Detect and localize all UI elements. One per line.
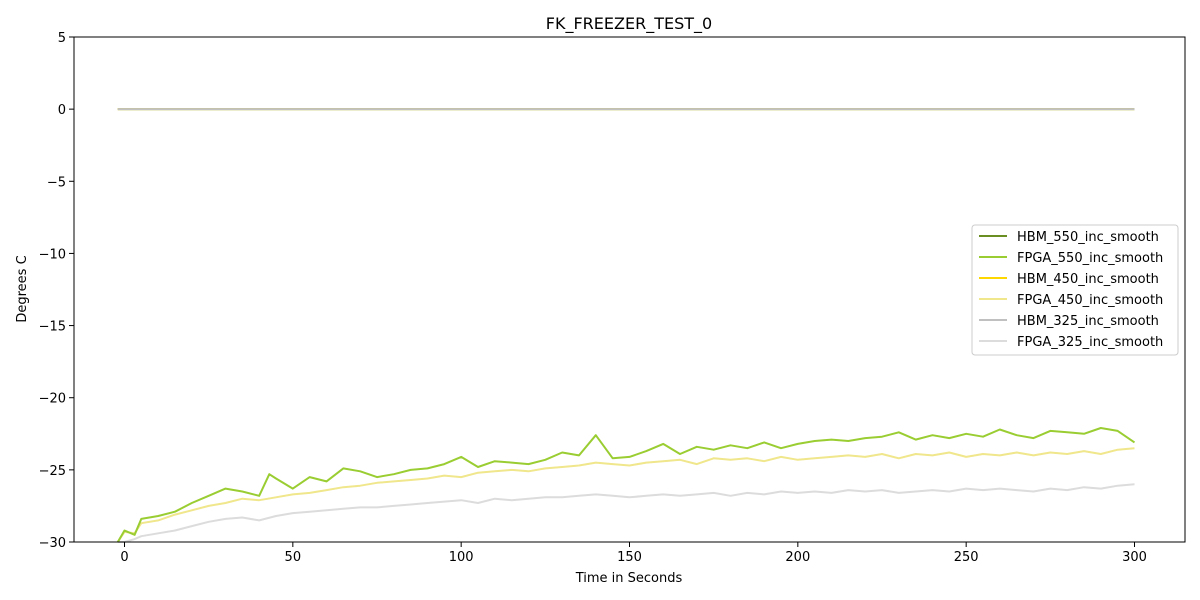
legend-label: HBM_450_inc_smooth bbox=[1017, 272, 1159, 287]
x-axis-label: Time in Seconds bbox=[575, 571, 683, 586]
x-tick-label: 150 bbox=[617, 550, 642, 565]
chart-title: FK_FREEZER_TEST_0 bbox=[546, 14, 712, 34]
y-tick-label: −15 bbox=[39, 320, 66, 335]
y-tick-label: −30 bbox=[39, 536, 66, 551]
x-tick-label: 50 bbox=[285, 550, 302, 565]
y-tick-label: −10 bbox=[39, 247, 66, 262]
y-axis: 5 0 −5 −10 −15 −20 −25 −30 bbox=[39, 31, 74, 551]
x-tick-label: 100 bbox=[449, 550, 474, 565]
legend-box bbox=[971, 224, 1179, 356]
y-tick-label: −20 bbox=[39, 392, 66, 407]
legend: HBM_550_inc_smooth FPGA_550_inc_smooth HBM… bbox=[971, 224, 1179, 356]
legend-label: FPGA_450_inc_smooth bbox=[1017, 293, 1163, 308]
x-tick-label: 300 bbox=[1122, 550, 1147, 565]
legend-label: FPGA_325_inc_smooth bbox=[1017, 335, 1163, 350]
x-axis: 0 50 100 150 200 250 300 bbox=[120, 542, 1147, 565]
y-tick-label: −25 bbox=[39, 464, 66, 479]
y-tick-label: 5 bbox=[58, 31, 66, 46]
x-tick-label: 200 bbox=[785, 550, 810, 565]
legend-label: FPGA_550_inc_smooth bbox=[1017, 251, 1163, 266]
x-tick-label: 250 bbox=[954, 550, 979, 565]
y-tick-label: −5 bbox=[47, 175, 66, 190]
series-line-fpga-325-inc-smooth bbox=[117, 483, 1135, 543]
series-line-fpga-450-inc-smooth bbox=[116, 447, 1135, 543]
legend-label: HBM_325_inc_smooth bbox=[1017, 314, 1159, 329]
y-axis-label: Degrees C bbox=[15, 255, 30, 322]
legend-label: HBM_550_inc_smooth bbox=[1017, 230, 1159, 245]
plot-area bbox=[116, 108, 1136, 543]
series-line-fpga-550-inc-smooth bbox=[116, 427, 1136, 543]
y-tick-label: 0 bbox=[58, 103, 66, 118]
x-tick-label: 0 bbox=[120, 550, 128, 565]
